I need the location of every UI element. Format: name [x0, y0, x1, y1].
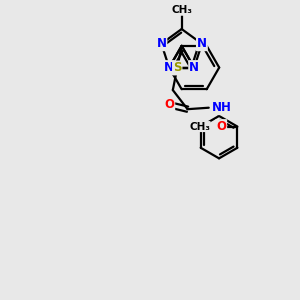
Text: N: N [189, 61, 199, 74]
Text: CH₃: CH₃ [189, 122, 210, 132]
Text: N: N [197, 37, 207, 50]
Text: NH: NH [212, 101, 232, 114]
Text: S: S [173, 61, 182, 74]
Text: N: N [164, 61, 174, 74]
Text: CH₃: CH₃ [171, 5, 192, 15]
Text: N: N [156, 37, 167, 50]
Text: O: O [164, 98, 174, 111]
Text: O: O [216, 120, 226, 133]
